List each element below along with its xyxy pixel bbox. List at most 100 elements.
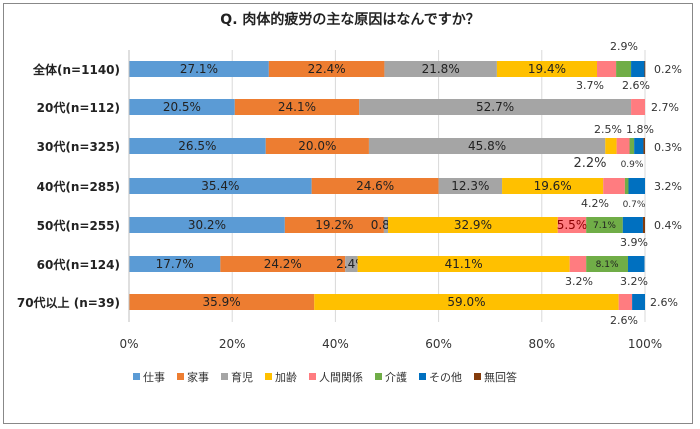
category-label: 70代以上 (n=39) xyxy=(17,295,120,310)
data-label: 2.9% xyxy=(610,40,638,53)
bar-segment-家事 xyxy=(234,99,360,115)
x-tick-label: 80% xyxy=(528,337,555,351)
legend-item: 仕事 xyxy=(143,371,165,384)
data-label: 24.2% xyxy=(264,257,302,271)
legend-swatch xyxy=(133,373,140,380)
x-tick-label: 100% xyxy=(628,337,662,351)
bar-segment-家事 xyxy=(129,294,315,310)
data-label: 35.4% xyxy=(201,179,239,193)
bar-segment-その他 xyxy=(634,138,644,154)
bar-segment-その他 xyxy=(628,178,645,194)
bar-segment-家事 xyxy=(220,256,346,272)
bar-segment-育児 xyxy=(383,217,389,233)
bar-segment-育児 xyxy=(384,61,497,77)
data-label: 0.7% xyxy=(623,200,646,210)
category-label: 40代(n=285) xyxy=(37,179,120,194)
bar-segment-加齢 xyxy=(502,178,604,194)
data-label: 41.1% xyxy=(445,257,483,271)
bar-segment-加齢 xyxy=(314,294,619,310)
legend-swatch xyxy=(265,373,272,380)
data-label: 3.2% xyxy=(565,275,593,288)
bar-segment-育児 xyxy=(359,99,632,115)
data-label: 0.9% xyxy=(621,160,644,170)
bar-segment-加齢 xyxy=(605,138,617,154)
chart-frame xyxy=(3,3,693,424)
bar-segment-育児 xyxy=(368,138,606,154)
data-label: 32.9% xyxy=(454,218,492,232)
data-label: 22.4% xyxy=(308,62,346,76)
bar-segment-育児 xyxy=(438,178,503,194)
bar-segment-人間関係 xyxy=(569,256,587,272)
data-label: 24.6% xyxy=(356,179,394,193)
bar-segment-人間関係 xyxy=(597,61,617,77)
bar-segment-加齢 xyxy=(357,256,570,272)
bar-segment-人間関係 xyxy=(618,294,633,310)
bar-segment-介護 xyxy=(629,138,635,154)
data-label: 35.9% xyxy=(203,295,241,309)
data-label: 27.1% xyxy=(180,62,218,76)
legend-swatch xyxy=(474,373,481,380)
bar-segment-その他 xyxy=(631,61,645,77)
category-label: 60代(n=124) xyxy=(37,257,120,272)
legend-swatch xyxy=(419,373,426,380)
data-label: 3.2% xyxy=(654,180,682,193)
data-label: 0.2% xyxy=(654,63,682,76)
legend-item: 育児 xyxy=(231,370,253,384)
data-label: 2.6% xyxy=(650,296,678,309)
bar-segment-その他 xyxy=(632,294,645,310)
data-label: 0.3% xyxy=(654,141,682,154)
bar-segment-育児 xyxy=(345,256,358,272)
bar-segment-介護 xyxy=(586,256,628,272)
category-label: 全体(n=1140) xyxy=(32,62,120,77)
data-label: 17.7% xyxy=(156,257,194,271)
category-label: 50代(n=255) xyxy=(37,218,120,233)
bar-segment-介護 xyxy=(616,61,632,77)
bar-segment-その他 xyxy=(627,256,645,272)
data-label: 26.5% xyxy=(178,139,216,153)
legend-swatch xyxy=(375,373,382,380)
bar-segment-人間関係 xyxy=(557,217,587,233)
data-label: 2.6% xyxy=(610,314,638,327)
bar-segment-家事 xyxy=(284,217,384,233)
data-label: 2.6% xyxy=(622,79,650,92)
data-label: 2.5% xyxy=(594,123,622,136)
data-label: 8.1% xyxy=(596,260,619,270)
legend-item: 介護 xyxy=(385,370,407,384)
bar-segment-無回答 xyxy=(643,138,645,154)
bar-segment-仕事 xyxy=(129,61,269,77)
bar-segment-仕事 xyxy=(129,256,221,272)
bar-segment-人間関係 xyxy=(631,99,645,115)
x-tick-label: 20% xyxy=(219,337,246,351)
legend-swatch xyxy=(309,373,316,380)
legend-item: 家事 xyxy=(187,370,209,384)
bar-segment-家事 xyxy=(268,61,385,77)
bar-segment-人間関係 xyxy=(603,178,625,194)
data-label: 24.1% xyxy=(278,100,316,114)
bar-segment-家事 xyxy=(265,138,369,154)
bar-segment-その他 xyxy=(622,217,643,233)
data-label: 0.4% xyxy=(654,219,682,232)
bar-segment-加齢 xyxy=(496,61,598,77)
bar-segment-介護 xyxy=(586,217,623,233)
category-label: 30代(n=325) xyxy=(37,139,120,154)
x-tick-label: 60% xyxy=(425,337,452,351)
data-label: 19.6% xyxy=(534,179,572,193)
data-label: 52.7% xyxy=(476,100,514,114)
bar-segment-無回答 xyxy=(644,61,646,77)
bar-segment-加齢 xyxy=(388,217,558,233)
data-label: 7.1% xyxy=(593,221,616,231)
bar-segment-無回答 xyxy=(642,217,645,233)
legend-swatch xyxy=(221,373,228,380)
bar-segment-介護 xyxy=(624,178,629,194)
data-label: 45.8% xyxy=(468,139,506,153)
bar-segment-仕事 xyxy=(129,178,312,194)
legend-item: その他 xyxy=(429,371,462,384)
data-label: 2.7% xyxy=(651,101,679,114)
data-label: 20.5% xyxy=(163,100,201,114)
bar-segment-仕事 xyxy=(129,99,235,115)
legend-item: 加齢 xyxy=(275,370,297,384)
data-label: 12.3% xyxy=(451,179,489,193)
data-label: 3.2% xyxy=(620,275,648,288)
bar-segment-人間関係 xyxy=(616,138,630,154)
